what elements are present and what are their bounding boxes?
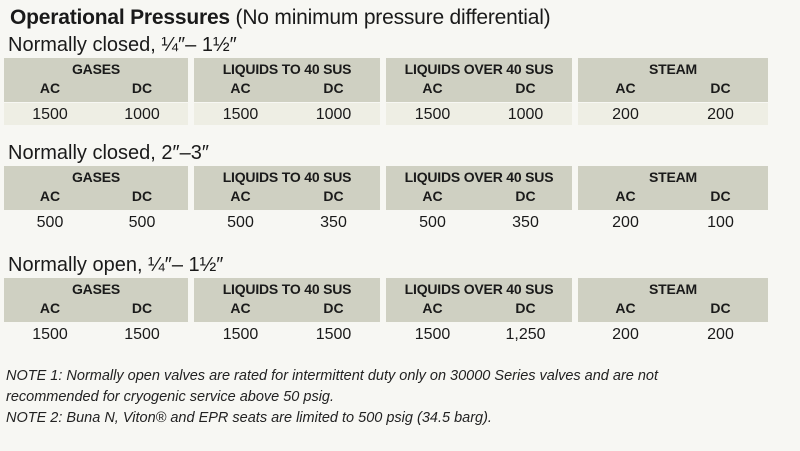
dc-label: DC [515, 80, 536, 96]
group-liquids-to-40: LIQUIDS TO 40 SUS AC DC 1500 1000 [194, 58, 380, 125]
note-1: NOTE 1: Normally open valves are rated f… [6, 368, 659, 384]
dc-value: 1500 [315, 326, 352, 343]
dc-value: 200 [707, 106, 734, 123]
group-title: GASES [71, 61, 120, 77]
heading-bold: Operational Pressures [10, 6, 230, 29]
dc-value: 1500 [124, 326, 160, 343]
pressure-table: GASES AC DC 1500 1000 LIQUIDS TO 40 SUS … [4, 58, 768, 125]
ac-label: AC [39, 188, 61, 204]
ac-label: AC [615, 188, 636, 204]
group-title: LIQUIDS TO 40 SUS [222, 281, 352, 297]
group-title: LIQUIDS TO 40 SUS [222, 61, 352, 77]
group-liquids-to-40: LIQUIDS TO 40 SUS AC DC 1500 1500 [194, 278, 380, 343]
group-title: LIQUIDS OVER 40 SUS [404, 61, 554, 77]
dc-value: 1000 [315, 106, 352, 123]
dc-label: DC [710, 80, 731, 96]
group-liquids-over-40: LIQUIDS OVER 40 SUS AC DC 500 350 [386, 166, 572, 231]
group-title: GASES [71, 169, 120, 185]
pressure-table: GASES AC DC 500 500 LIQUIDS TO 40 SUS AC… [4, 166, 768, 231]
ac-label: AC [39, 300, 61, 316]
dc-label: DC [131, 188, 153, 204]
ac-value: 1500 [32, 106, 68, 123]
dc-label: DC [131, 80, 153, 96]
note-2: NOTE 2: Buna N, Viton® and EPR seats are… [6, 410, 492, 426]
section-title: Normally closed, 2″–3″ [8, 142, 209, 164]
group-title: STEAM [648, 61, 697, 77]
ac-label: AC [615, 300, 636, 316]
section-title: Normally closed, ¼″– 1½″ [8, 34, 237, 56]
ac-label: AC [230, 80, 251, 96]
ac-label: AC [230, 188, 251, 204]
heading-rest: (No minimum pressure differential) [229, 6, 551, 29]
group-steam: STEAM AC DC 200 200 [578, 278, 768, 343]
group-title: LIQUIDS OVER 40 SUS [404, 281, 554, 297]
dc-label: DC [323, 80, 344, 96]
ac-value: 1500 [222, 326, 259, 343]
group-gases: GASES AC DC 1500 1000 [4, 58, 188, 125]
group-title: STEAM [648, 281, 697, 297]
page-heading: Operational Pressures (No minimum pressu… [10, 6, 551, 30]
dc-value: 1,250 [505, 326, 546, 343]
dc-value: 1000 [507, 106, 544, 123]
group-liquids-to-40: LIQUIDS TO 40 SUS AC DC 500 350 [194, 166, 380, 231]
group-title: LIQUIDS TO 40 SUS [222, 169, 352, 185]
group-steam: STEAM AC DC 200 100 [578, 166, 768, 231]
dc-value: 350 [512, 214, 539, 231]
ac-label: AC [422, 300, 443, 316]
ac-label: AC [422, 80, 443, 96]
dc-label: DC [710, 188, 731, 204]
dc-label: DC [710, 300, 731, 316]
ac-value: 200 [612, 214, 639, 231]
group-liquids-over-40: LIQUIDS OVER 40 SUS AC DC 1500 1,250 [386, 278, 572, 343]
group-steam: STEAM AC DC 200 200 [578, 58, 768, 125]
dc-label: DC [515, 300, 536, 316]
group-title: GASES [71, 281, 120, 297]
ac-label: AC [615, 80, 636, 96]
group-title: LIQUIDS OVER 40 SUS [404, 169, 554, 185]
dc-label: DC [323, 300, 344, 316]
group-gases: GASES AC DC 500 500 [4, 166, 188, 231]
ac-value: 1500 [222, 106, 259, 123]
ac-value: 200 [612, 106, 639, 123]
dc-label: DC [515, 188, 536, 204]
dc-value: 350 [320, 214, 347, 231]
ac-value: 500 [419, 214, 446, 231]
ac-value: 1500 [414, 106, 451, 123]
ac-value: 500 [36, 214, 64, 231]
ac-value: 1500 [32, 326, 68, 343]
dc-value: 100 [707, 214, 734, 231]
ac-label: AC [422, 188, 443, 204]
dc-label: DC [131, 300, 153, 316]
pressure-table: GASES AC DC 1500 1500 LIQUIDS TO 40 SUS … [4, 278, 768, 343]
dc-label: DC [323, 188, 344, 204]
ac-value: 1500 [414, 326, 451, 343]
group-liquids-over-40: LIQUIDS OVER 40 SUS AC DC 1500 1000 [386, 58, 572, 125]
dc-value: 500 [128, 214, 156, 231]
dc-value: 1000 [124, 106, 160, 123]
ac-label: AC [39, 80, 61, 96]
group-gases: GASES AC DC 1500 1500 [4, 278, 188, 343]
ac-value: 500 [227, 214, 254, 231]
note-1-continued: recommended for cryogenic service above … [6, 389, 335, 405]
group-title: STEAM [648, 169, 697, 185]
section-title: Normally open, ¼″– 1½″ [8, 254, 224, 276]
ac-label: AC [230, 300, 251, 316]
dc-value: 200 [707, 326, 734, 343]
ac-value: 200 [612, 326, 639, 343]
